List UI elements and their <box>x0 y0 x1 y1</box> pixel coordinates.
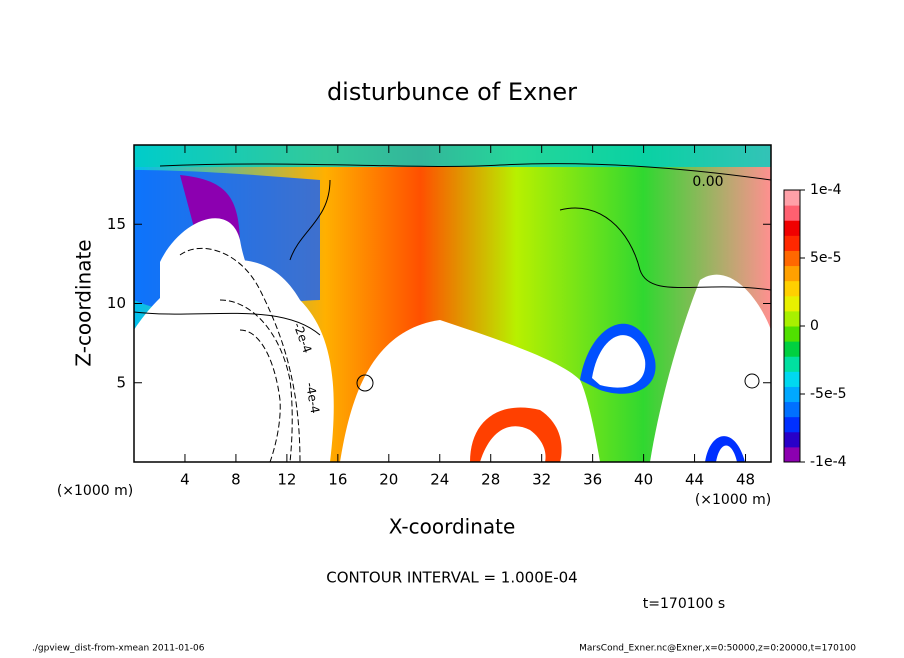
x-tick-label: 28 <box>481 471 500 489</box>
colorbar-tick-label: 1e-4 <box>810 182 842 198</box>
x-tick-label: 48 <box>736 471 755 489</box>
colorbar-swatch <box>784 295 800 312</box>
x-tick-label: 44 <box>685 471 704 489</box>
x-tick-label: 36 <box>583 471 602 489</box>
footer-left: ./gpview_dist-from-xmean 2011-01-06 <box>32 644 205 654</box>
x-tick-label: 16 <box>328 471 347 489</box>
x-tick-label: 32 <box>532 471 551 489</box>
y-tick-label: 15 <box>107 215 126 233</box>
colorbar-swatch <box>784 386 800 403</box>
y-tick-label: 10 <box>107 294 126 312</box>
colorbar-swatch <box>784 190 800 206</box>
colorbar-swatch <box>784 326 800 342</box>
x-tick-label: 12 <box>277 471 296 489</box>
colorbar-swatch <box>784 310 800 327</box>
colorbar-swatch <box>784 416 800 433</box>
colorbar-swatch <box>784 446 800 463</box>
colorbar-swatch <box>784 265 800 282</box>
contour-label: -4e-4 <box>303 381 322 414</box>
y-axis-label: Z-coordinate <box>72 239 96 366</box>
colorbar-swatch <box>784 431 800 448</box>
colorbar-swatch <box>784 356 800 372</box>
chart-title: disturbunce of Exner <box>327 78 577 106</box>
colorbar-tick-label: 5e-5 <box>810 250 841 266</box>
contour-field <box>134 145 771 462</box>
x-tick-label: 4 <box>180 471 190 489</box>
colorbar-tick-label: 0 <box>810 318 819 334</box>
x-axis-label: X-coordinate <box>389 515 516 539</box>
x-tick-label: 8 <box>231 471 241 489</box>
y-tick-label: 5 <box>116 373 126 391</box>
contour-interval: CONTOUR INTERVAL = 1.000E-04 <box>326 569 577 587</box>
colorbar <box>784 190 800 463</box>
contour-label: 0.00 <box>692 174 723 190</box>
colorbar-swatch <box>784 250 800 267</box>
time-label: t=170100 s <box>643 596 725 612</box>
y-unit: (×1000 m) <box>57 483 133 499</box>
colorbar-tick-label: -1e-4 <box>810 454 847 470</box>
colorbar-swatch <box>784 235 800 251</box>
x-tick-label: 20 <box>379 471 398 489</box>
colorbar-swatch <box>784 401 800 418</box>
colorbar-swatch <box>784 205 800 221</box>
colorbar-swatch <box>784 220 800 236</box>
colorbar-swatch <box>784 280 800 297</box>
footer-right: MarsCond_Exner.nc@Exner,x=0:50000,z=0:20… <box>579 644 856 654</box>
x-tick-label: 40 <box>634 471 653 489</box>
colorbar-tick-label: -5e-5 <box>810 386 847 402</box>
colorbar-swatch <box>784 371 800 387</box>
colorbar-swatch <box>784 341 800 357</box>
x-unit: (×1000 m) <box>695 492 771 508</box>
x-tick-label: 24 <box>430 471 449 489</box>
